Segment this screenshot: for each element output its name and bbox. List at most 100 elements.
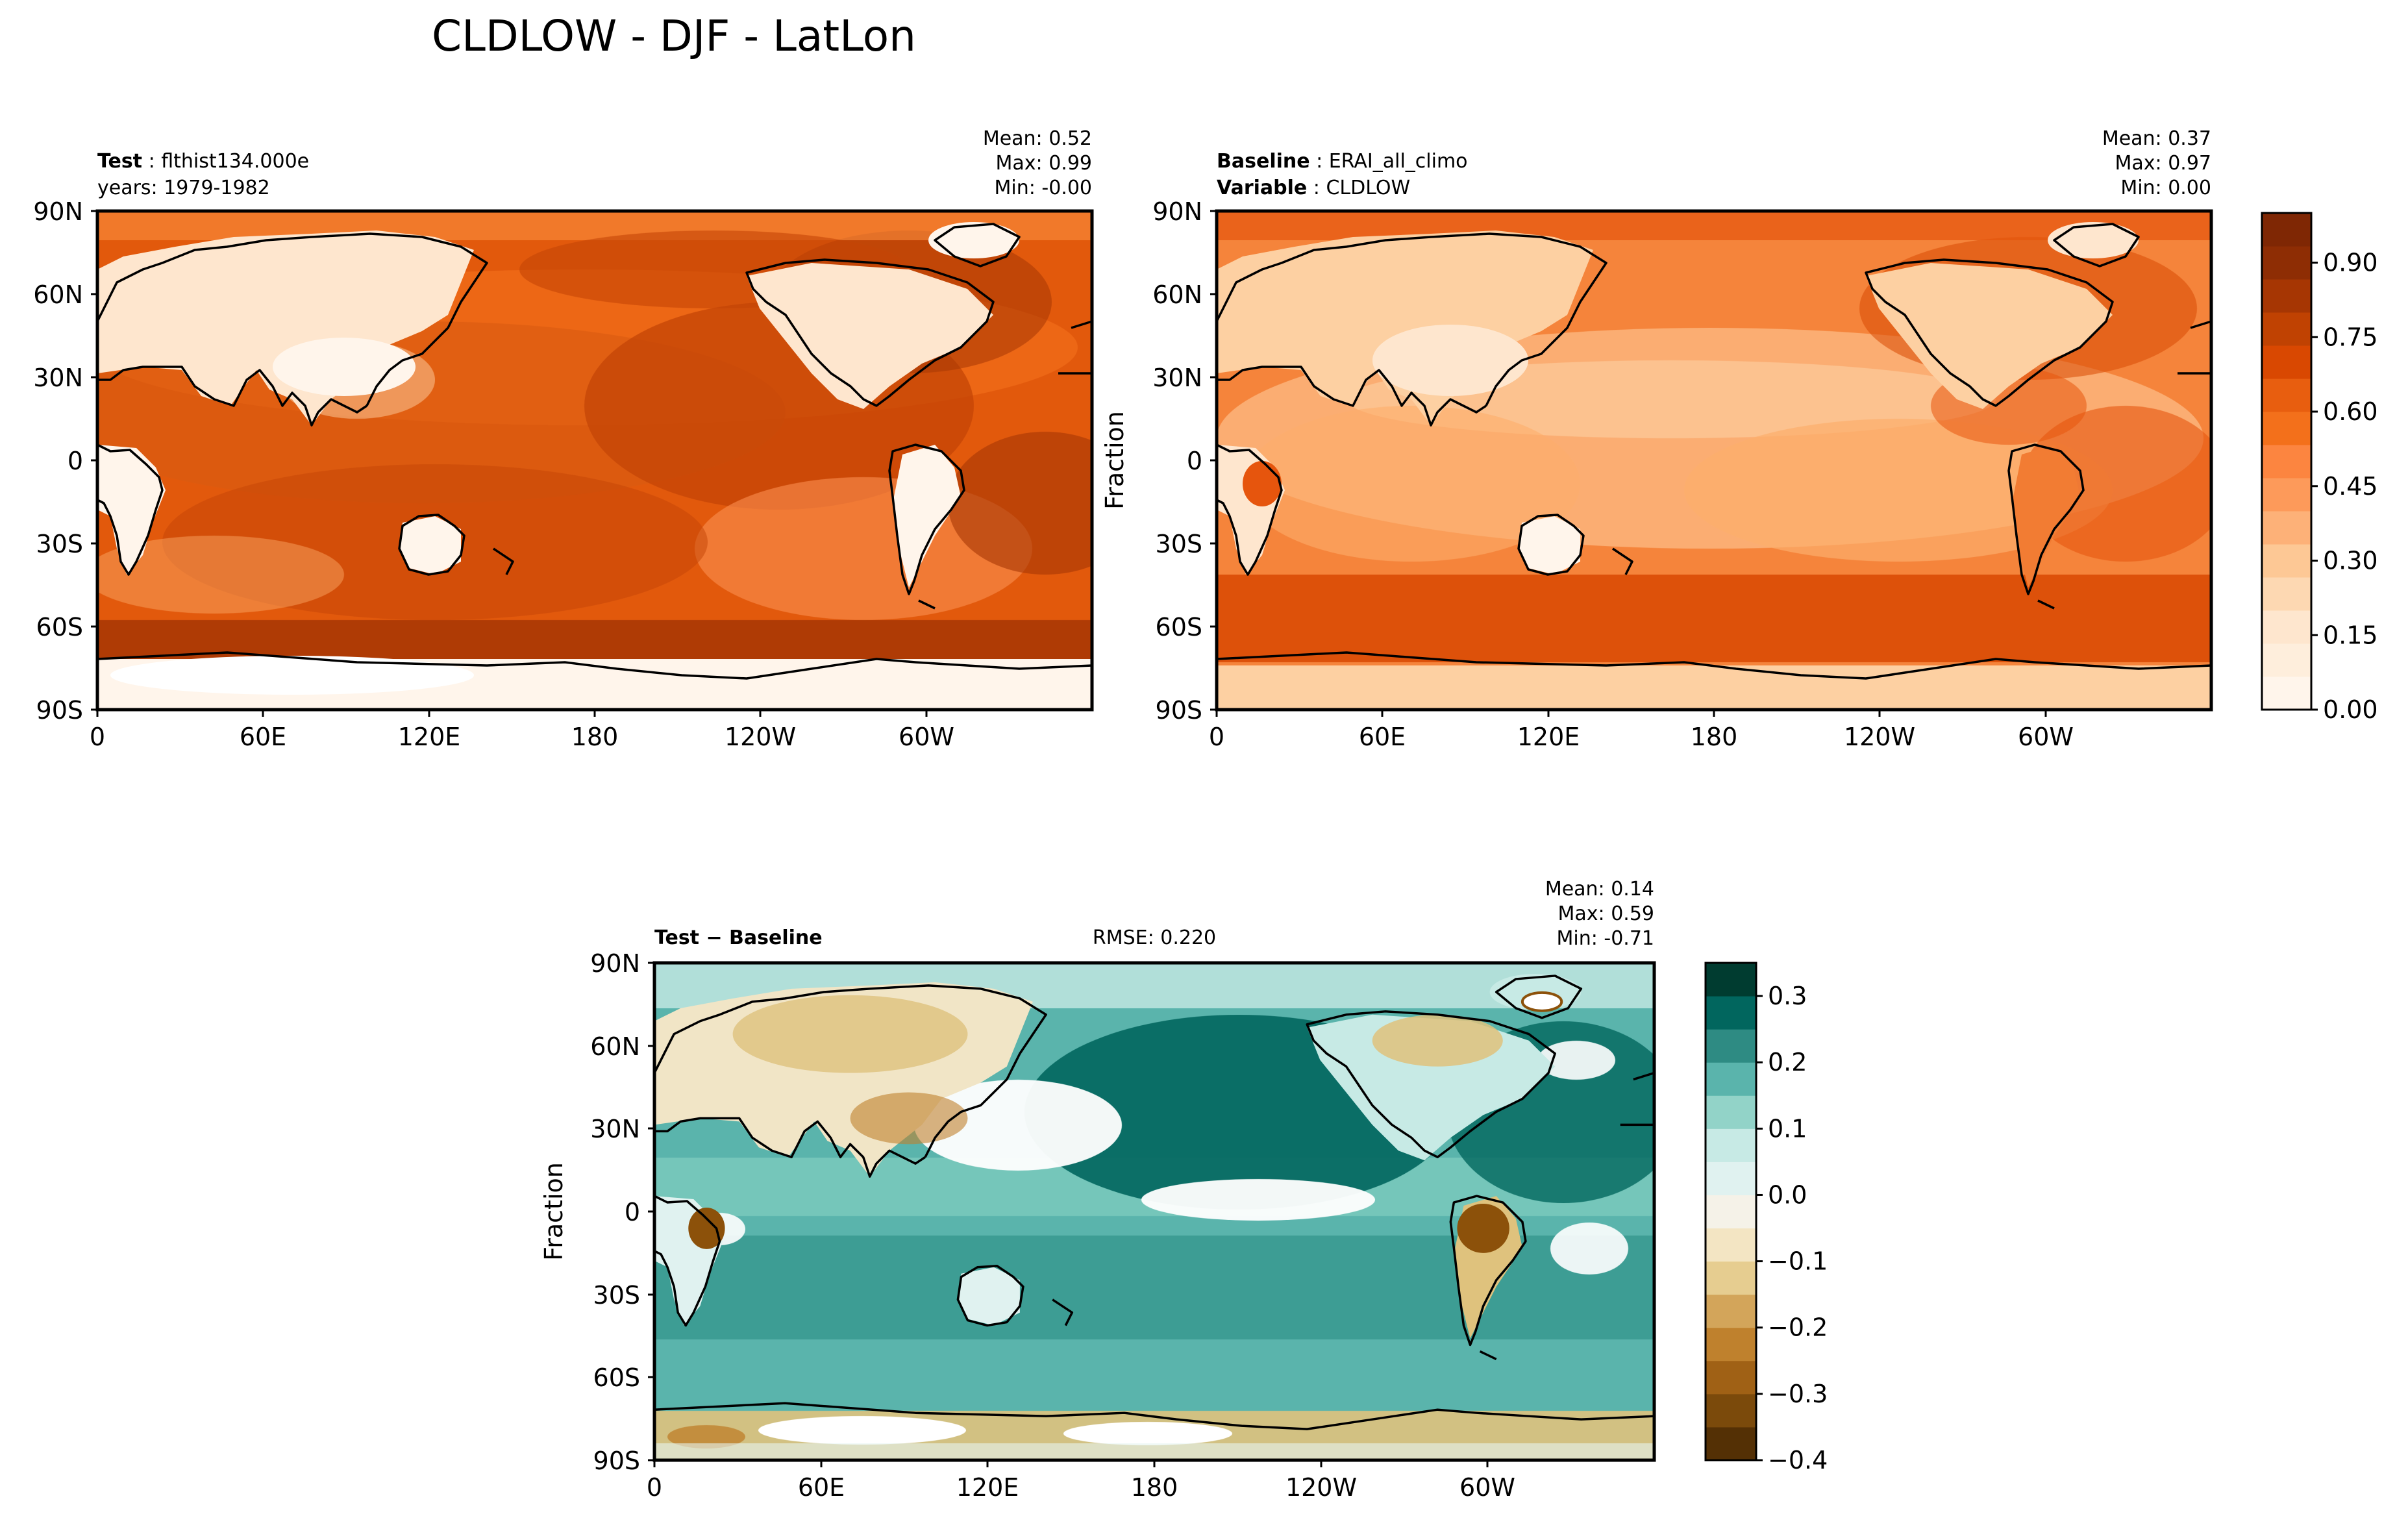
- colorbar-main-segment: [2262, 577, 2311, 611]
- colorbar-main-segment: [2262, 379, 2311, 412]
- test-stat-mean: Mean: 0.52: [983, 127, 1092, 150]
- colorbar-diff-segment: [1706, 1360, 1756, 1395]
- colorbar-diff-tick-label: 0.3: [1768, 982, 1807, 1010]
- test-y-axis: 90N 60N 30N 0 30S 60S 90S: [33, 197, 97, 725]
- colorbar-diff-tick-label: −0.1: [1768, 1247, 1828, 1276]
- colorbar-main-segment: [2262, 610, 2311, 644]
- colorbar-diff: 0.3 0.2 0.1 0.0 −0.1 −0.2 −0.3 −0.4: [1704, 962, 1828, 1474]
- x-tick-label: 0: [1209, 723, 1224, 751]
- diff-y-axis: 90N 60N 30N 0 30S 60S 90S: [590, 949, 654, 1475]
- y-tick-label: 30S: [1156, 530, 1202, 558]
- colorbar-diff-segment: [1706, 1327, 1756, 1361]
- figure-title: CLDLOW - DJF - LatLon: [432, 11, 916, 61]
- x-tick-label: 120W: [725, 723, 796, 751]
- test-stats: Mean: 0.52 Max: 0.99 Min: -0.00: [983, 127, 1092, 199]
- y-tick-label: 0: [1187, 447, 1202, 475]
- test-label-value: flthist134.000e: [161, 150, 309, 173]
- colorbar-diff-segment: [1706, 1029, 1756, 1063]
- variable-label-bold: Variable: [1217, 177, 1307, 199]
- colorbar-main-segment: [2262, 544, 2311, 578]
- y-tick-label: 30N: [1152, 364, 1202, 392]
- y-tick-label: 90S: [1156, 696, 1202, 725]
- colorbar-main-tick-label: 0.45: [2323, 472, 2378, 501]
- x-tick-label: 120W: [1844, 723, 1915, 751]
- y-tick-label: 0: [625, 1198, 640, 1226]
- x-tick-label: 60W: [1459, 1473, 1515, 1502]
- colorbar-main-segment: [2262, 213, 2311, 247]
- colorbar-main-segment: [2262, 345, 2311, 379]
- y-tick-label: 90S: [593, 1447, 640, 1475]
- colorbar-main-segment: [2262, 279, 2311, 313]
- test-stat-min: Min: -0.00: [995, 177, 1093, 199]
- diff-stat-max: Max: 0.59: [1558, 902, 1654, 925]
- colorbar-diff-segment: [1706, 1426, 1756, 1461]
- y-tick-label: 30N: [590, 1115, 640, 1143]
- diff-x-axis: 0 60E 120E 180 120W 60W: [647, 1460, 1515, 1502]
- baseline-stat-min: Min: 0.00: [2120, 177, 2211, 199]
- x-tick-label: 120E: [956, 1473, 1019, 1502]
- y-tick-label: 90N: [33, 197, 83, 226]
- colorbar-diff-tick-label: −0.2: [1768, 1313, 1828, 1342]
- baseline-ylabel: Fraction: [1100, 411, 1129, 510]
- colorbar-diff-tick-label: 0.0: [1768, 1180, 1807, 1209]
- diff-label: Test − Baseline: [654, 926, 823, 949]
- test-map: [95, 209, 1094, 712]
- colorbar-main-tick-label: 0.15: [2323, 621, 2378, 649]
- colorbar-diff-segment: [1706, 1062, 1756, 1096]
- colorbar-diff-segment: [1706, 1393, 1756, 1428]
- y-tick-label: 90N: [1152, 197, 1202, 226]
- y-tick-label: 30S: [593, 1281, 640, 1310]
- diff-ylabel: Fraction: [540, 1162, 568, 1261]
- colorbar-diff-segment: [1706, 1195, 1756, 1229]
- test-stat-max: Max: 0.99: [996, 152, 1092, 175]
- colorbar-diff-segment: [1706, 1095, 1756, 1129]
- baseline-x-axis: 0 60E 120E 180 120W 60W: [1209, 710, 2074, 751]
- variable-label-value: CLDLOW: [1326, 177, 1410, 199]
- colorbar-diff-tick-label: −0.3: [1768, 1380, 1828, 1408]
- colorbar-diff-tick-label: 0.2: [1768, 1048, 1807, 1076]
- colorbar-main-tick-label: 0.90: [2323, 249, 2378, 277]
- colorbar-diff-segment: [1706, 1294, 1756, 1328]
- diff-stat-mean: Mean: 0.14: [1545, 878, 1654, 901]
- baseline-label-bold: Baseline: [1217, 150, 1310, 173]
- colorbar-diff-segment: [1706, 1162, 1756, 1195]
- test-x-axis: 0 60E 120E 180 120W 60W: [90, 710, 954, 751]
- colorbar-diff-segment: [1706, 1228, 1756, 1262]
- x-tick-label: 180: [1691, 723, 1738, 751]
- colorbar-main-segment: [2262, 312, 2311, 346]
- baseline-stat-mean: Mean: 0.37: [2102, 127, 2211, 150]
- panel-baseline: Baseline : ERAI_all_climo Variable : CLD…: [1100, 127, 2213, 751]
- colorbar-diff-segment: [1706, 1261, 1756, 1295]
- y-tick-label: 60N: [33, 280, 83, 309]
- diff-stat-min: Min: -0.71: [1557, 927, 1655, 950]
- test-years: years: 1979-1982: [97, 177, 270, 199]
- x-tick-label: 180: [571, 723, 619, 751]
- svg-text:Baseline : ERAI_all_climo: Baseline : ERAI_all_climo: [1217, 150, 1468, 173]
- y-tick-label: 0: [68, 447, 83, 475]
- x-tick-label: 120E: [1517, 723, 1580, 751]
- x-tick-label: 60W: [899, 723, 954, 751]
- colorbar-diff-tick-label: −0.4: [1768, 1446, 1828, 1474]
- y-tick-label: 60N: [1152, 280, 1202, 309]
- colorbar-diff-segment: [1706, 996, 1756, 1030]
- colorbar-diff-segment: [1706, 963, 1756, 997]
- colorbar-main-segment: [2262, 412, 2311, 445]
- colorbar-main-tick-label: 0.30: [2323, 547, 2378, 575]
- colorbar-main-tick-label: 0.75: [2323, 323, 2378, 351]
- colorbar-main-tick-label: 0.00: [2323, 695, 2378, 724]
- y-tick-label: 90N: [590, 949, 640, 978]
- x-tick-label: 180: [1131, 1473, 1178, 1502]
- x-tick-label: 60W: [2018, 723, 2074, 751]
- colorbar-main: 0.00 0.15 0.30 0.45 0.60 0.75 0.90: [2261, 212, 2378, 724]
- y-tick-label: 60S: [1156, 613, 1202, 641]
- colorbar-main-segment: [2262, 478, 2311, 512]
- colorbar-main-segment: [2262, 246, 2311, 280]
- x-tick-label: 120E: [398, 723, 461, 751]
- svg-text:Test : flthist134.000e: Test : flthist134.000e: [97, 150, 309, 173]
- baseline-label-value: ERAI_all_climo: [1329, 150, 1468, 173]
- baseline-map: [1215, 209, 2213, 712]
- x-tick-label: 60E: [240, 723, 286, 751]
- panel-test: Test : flthist134.000e years: 1979-1982 …: [33, 127, 1094, 751]
- diff-rmse: RMSE: 0.220: [1093, 926, 1216, 949]
